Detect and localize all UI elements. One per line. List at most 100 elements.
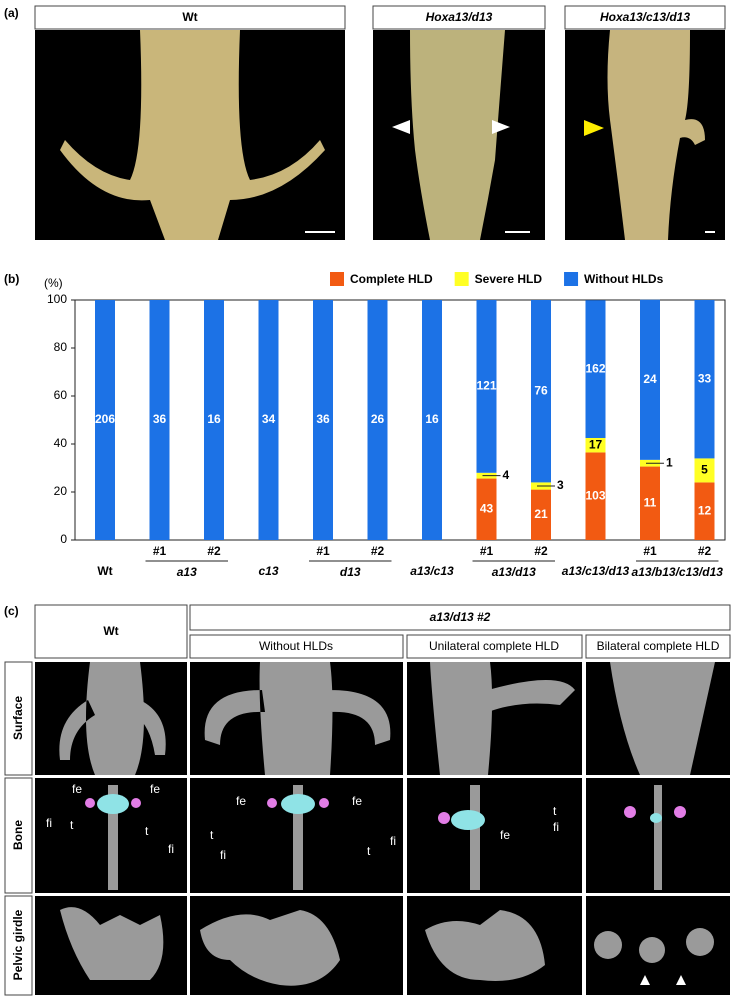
ct-femur-head xyxy=(319,798,329,808)
bone-label: fi xyxy=(46,816,52,830)
bar-segment xyxy=(694,300,715,459)
ct-femur-head xyxy=(674,806,686,818)
count-label: 36 xyxy=(153,412,167,426)
panel-label: (b) xyxy=(4,272,19,286)
y-tick-label: 100 xyxy=(47,292,67,306)
x-tick-label: a13/c13 xyxy=(410,564,454,578)
count-label: 121 xyxy=(476,379,496,393)
bone-label: t xyxy=(553,804,557,818)
x-tick-label: #2 xyxy=(698,544,712,558)
ct-pelvis xyxy=(425,910,545,981)
bar-segment xyxy=(585,300,606,438)
photo-panel: Wt Hoxa13/d13 Hoxa13/c13/d13 xyxy=(34,5,726,240)
ct-ilium xyxy=(281,794,315,814)
row-label: Bone xyxy=(11,820,25,850)
x-tick-label: #1 xyxy=(316,544,330,558)
group-label: a13/b13/c13/d13 xyxy=(632,565,724,579)
axis-label: (%) xyxy=(44,276,63,290)
count-label: 12 xyxy=(698,503,712,517)
bone-label: fi xyxy=(168,842,174,856)
row-box xyxy=(4,661,33,776)
count-label: 4 xyxy=(503,468,510,482)
count-label: 17 xyxy=(589,437,603,451)
x-tick-label: #2 xyxy=(207,544,221,558)
ct-pelvis xyxy=(594,931,622,959)
header-box xyxy=(189,604,731,631)
bar-segment xyxy=(367,300,388,540)
chart: 0 20 40 60 80 100 Complete HLD Severe HLD Withou… xyxy=(47,272,726,579)
bar-segment xyxy=(640,299,660,460)
bar-segment xyxy=(476,300,497,473)
legend-swatch xyxy=(454,272,469,286)
legend-swatch xyxy=(330,272,344,286)
ct-spine xyxy=(470,785,480,890)
ct-femur-head xyxy=(131,798,141,808)
row-label: Pelvic girdle xyxy=(11,909,25,980)
count-label: 33 xyxy=(698,371,712,385)
ct-ilium xyxy=(650,813,662,823)
panel-label: (a) xyxy=(4,6,19,20)
arrowhead xyxy=(584,120,604,136)
y-tick-label: 20 xyxy=(54,484,68,498)
title-box xyxy=(564,5,726,30)
count-label: 24 xyxy=(643,372,657,386)
group-label: d13 xyxy=(340,565,361,579)
bone-label: fe xyxy=(500,828,510,842)
photo-title: Hoxa13/c13/d13 xyxy=(600,10,690,24)
y-tick-label: 40 xyxy=(54,436,68,450)
panel-label: (c) xyxy=(4,604,19,618)
photo-title: Wt xyxy=(182,10,197,24)
lizard xyxy=(607,30,705,240)
ct-femur-head xyxy=(438,812,450,824)
bar-segment xyxy=(531,300,551,483)
ct-surface xyxy=(610,662,715,775)
bone-label: fi xyxy=(390,834,396,848)
bar-segment xyxy=(585,438,606,453)
bar-segment xyxy=(422,300,442,540)
x-tick-label: #2 xyxy=(534,544,548,558)
arrowhead xyxy=(640,975,686,985)
ct-surface xyxy=(430,662,575,775)
y-tick-label: 0 xyxy=(60,532,67,546)
row-box xyxy=(4,895,33,996)
y-tick-label: 60 xyxy=(54,388,68,402)
bar-segment xyxy=(531,489,551,540)
count-label: 5 xyxy=(701,463,708,477)
photo-title: Hoxa13/d13 xyxy=(426,10,493,24)
legend-label: Severe HLD xyxy=(475,272,543,286)
count-label: 162 xyxy=(585,361,605,375)
x-tick-label: #2 xyxy=(371,544,385,558)
bone-label: fe xyxy=(352,794,362,808)
bone-label: t xyxy=(367,844,371,858)
count-label: 206 xyxy=(95,412,115,426)
count-label: 11 xyxy=(644,495,657,509)
bone-label: t xyxy=(210,828,214,842)
ct-spine xyxy=(654,785,662,890)
x-tick-label: #1 xyxy=(643,544,657,558)
bar-segment xyxy=(476,478,497,540)
count-label: 36 xyxy=(316,412,330,426)
legend-swatch xyxy=(564,272,579,286)
bone-label: fi xyxy=(553,820,559,834)
ct-femur-head xyxy=(85,798,95,808)
row-box xyxy=(4,777,33,894)
bone-label: t xyxy=(70,818,74,832)
bone-label: fe xyxy=(72,782,82,796)
ct-femur-head xyxy=(267,798,277,808)
ct-pelvis xyxy=(60,907,164,980)
header-box xyxy=(34,604,188,659)
legend-label: Complete HLD xyxy=(350,272,433,286)
group-label: a13/d13 xyxy=(492,565,536,579)
ct-surface xyxy=(59,662,166,775)
ct-spine xyxy=(293,785,303,890)
bar-segment xyxy=(640,466,660,540)
title-box xyxy=(34,5,346,30)
column-title: Without HLDs xyxy=(259,639,333,653)
ct-images: fe fe fi t t fi fe fe t fi t fi fe t fi xyxy=(35,662,730,995)
bar-segment xyxy=(694,458,715,483)
lizard xyxy=(410,30,505,240)
x-tick-label: Wt xyxy=(97,564,112,578)
column-title: Wt xyxy=(103,624,118,638)
y-tick-label: 80 xyxy=(54,340,68,354)
